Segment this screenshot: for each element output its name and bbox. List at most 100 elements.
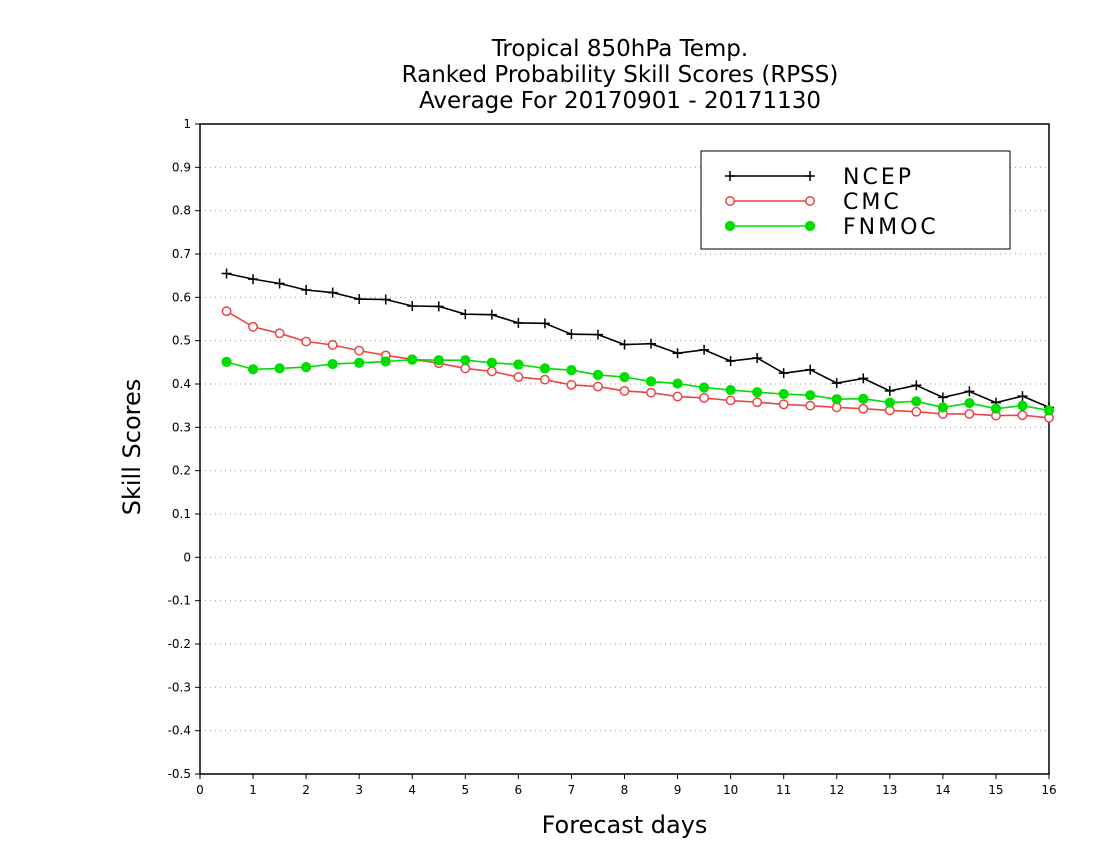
data-point-ncep: [539, 318, 550, 329]
data-series: [221, 268, 1055, 423]
legend-label-ncep: NCEP: [843, 165, 914, 190]
data-point-fnmoc: [805, 390, 816, 401]
legend-marker: [805, 171, 815, 181]
legend-marker: [724, 220, 736, 232]
data-point-fnmoc: [380, 356, 391, 367]
x-axis-title: Forecast days: [542, 811, 708, 839]
y-tick-label: -0.2: [168, 637, 191, 651]
data-point-fnmoc: [672, 378, 683, 389]
x-tick-label: 3: [355, 783, 363, 797]
data-point-ncep: [1017, 391, 1028, 402]
y-tick-label: 0.2: [172, 464, 191, 478]
x-tick-label: 11: [776, 783, 791, 797]
data-point-fnmoc: [990, 403, 1002, 414]
x-tick-label: 12: [829, 783, 844, 797]
data-point-fnmoc: [937, 402, 948, 413]
data-point-ncep: [433, 301, 444, 312]
data-point-ncep: [752, 353, 763, 363]
y-tick-label: -0.4: [168, 724, 191, 738]
data-point-cmc: [460, 363, 471, 374]
legend-marker: [725, 171, 735, 181]
data-point-cmc: [221, 306, 232, 317]
data-point-fnmoc: [1017, 400, 1028, 411]
y-axis-title: Skill Scores: [118, 379, 146, 516]
legend-marker: [805, 196, 815, 206]
data-point-ncep: [354, 294, 365, 305]
data-point-cmc: [778, 399, 789, 410]
data-point-cmc: [248, 321, 259, 332]
y-tick-label: 0.8: [172, 204, 191, 218]
data-point-fnmoc: [831, 394, 842, 405]
data-point-ncep: [407, 301, 418, 311]
data-point-cmc: [725, 395, 736, 406]
data-point-cmc: [964, 408, 975, 419]
y-tick-label: 0.5: [172, 334, 191, 348]
data-point-cmc: [566, 379, 577, 390]
legend-marker: [804, 220, 816, 232]
y-tick-label: 0: [183, 550, 191, 564]
data-point-cmc: [831, 402, 842, 413]
x-tick-label: 5: [461, 783, 469, 797]
data-point-fnmoc: [752, 387, 763, 398]
data-point-fnmoc: [858, 393, 869, 404]
y-tick-label: -0.5: [168, 767, 191, 781]
data-point-fnmoc: [486, 357, 497, 368]
y-tick-label: 0.6: [172, 290, 191, 304]
data-point-ncep: [248, 274, 259, 285]
x-tick-label: 9: [674, 783, 682, 797]
data-point-cmc: [672, 391, 683, 402]
y-tick-label: 0.1: [172, 507, 191, 521]
data-point-ncep: [699, 344, 710, 355]
data-point-cmc: [646, 387, 656, 398]
data-point-ncep: [221, 268, 232, 279]
data-point-cmc: [513, 372, 524, 383]
x-tick-label: 4: [408, 783, 416, 797]
data-point-ncep: [805, 364, 816, 375]
data-point-ncep: [911, 380, 922, 391]
y-tick-label: 0.9: [172, 160, 191, 174]
chart-title-line-1: Tropical 850hPa Temp.: [491, 36, 749, 62]
x-tick-label: 15: [988, 783, 1003, 797]
data-point-ncep: [301, 284, 312, 295]
x-tick-label: 6: [515, 783, 523, 797]
data-point-fnmoc: [619, 371, 630, 383]
data-point-fnmoc: [725, 384, 736, 396]
data-point-cmc: [539, 374, 550, 385]
data-point-fnmoc: [301, 362, 312, 373]
x-tick-label: 2: [302, 783, 310, 797]
data-point-fnmoc: [247, 364, 259, 375]
data-point-fnmoc: [911, 396, 922, 407]
x-tick-label: 8: [621, 783, 629, 797]
series-ncep: [221, 268, 1054, 413]
legend-box: [700, 150, 1011, 250]
chart-title-line-2: Ranked Probability Skill Scores (RPSS): [401, 62, 839, 88]
legend-entry-ncep: NCEP: [725, 165, 914, 190]
data-point-ncep: [513, 317, 524, 328]
data-point-ncep: [672, 348, 683, 359]
data-point-fnmoc: [539, 363, 551, 374]
data-point-cmc: [486, 366, 497, 377]
data-point-ncep: [646, 338, 657, 349]
data-point-ncep: [327, 287, 338, 298]
data-point-cmc: [1017, 410, 1028, 421]
y-tick-label: -0.3: [168, 680, 191, 694]
data-point-fnmoc: [274, 363, 285, 374]
data-point-cmc: [699, 392, 710, 403]
y-tick-label: 0.7: [172, 247, 191, 261]
data-point-ncep: [619, 339, 630, 350]
axis-ticks: -0.5 -0.4 -0.3 -0.2 -0.1 0 0.1 0.2 0.3 0.4 0.5 0.6 0…: [168, 117, 1057, 797]
x-tick-label: 16: [1041, 783, 1056, 797]
x-tick-label: 10: [723, 783, 738, 797]
data-point-ncep: [884, 385, 895, 396]
data-point-ncep: [380, 294, 391, 305]
data-point-fnmoc: [433, 355, 444, 366]
legend-label-cmc: CMC: [843, 190, 902, 215]
data-point-cmc: [805, 400, 816, 411]
series-line-cmc: [226, 310, 1050, 419]
series-fnmoc: [221, 354, 1055, 416]
data-point-cmc: [354, 345, 365, 356]
legend-marker: [725, 196, 735, 206]
data-point-ncep: [778, 368, 789, 379]
series-line-fnmoc: [226, 358, 1050, 412]
y-tick-label: 0.3: [172, 420, 191, 434]
